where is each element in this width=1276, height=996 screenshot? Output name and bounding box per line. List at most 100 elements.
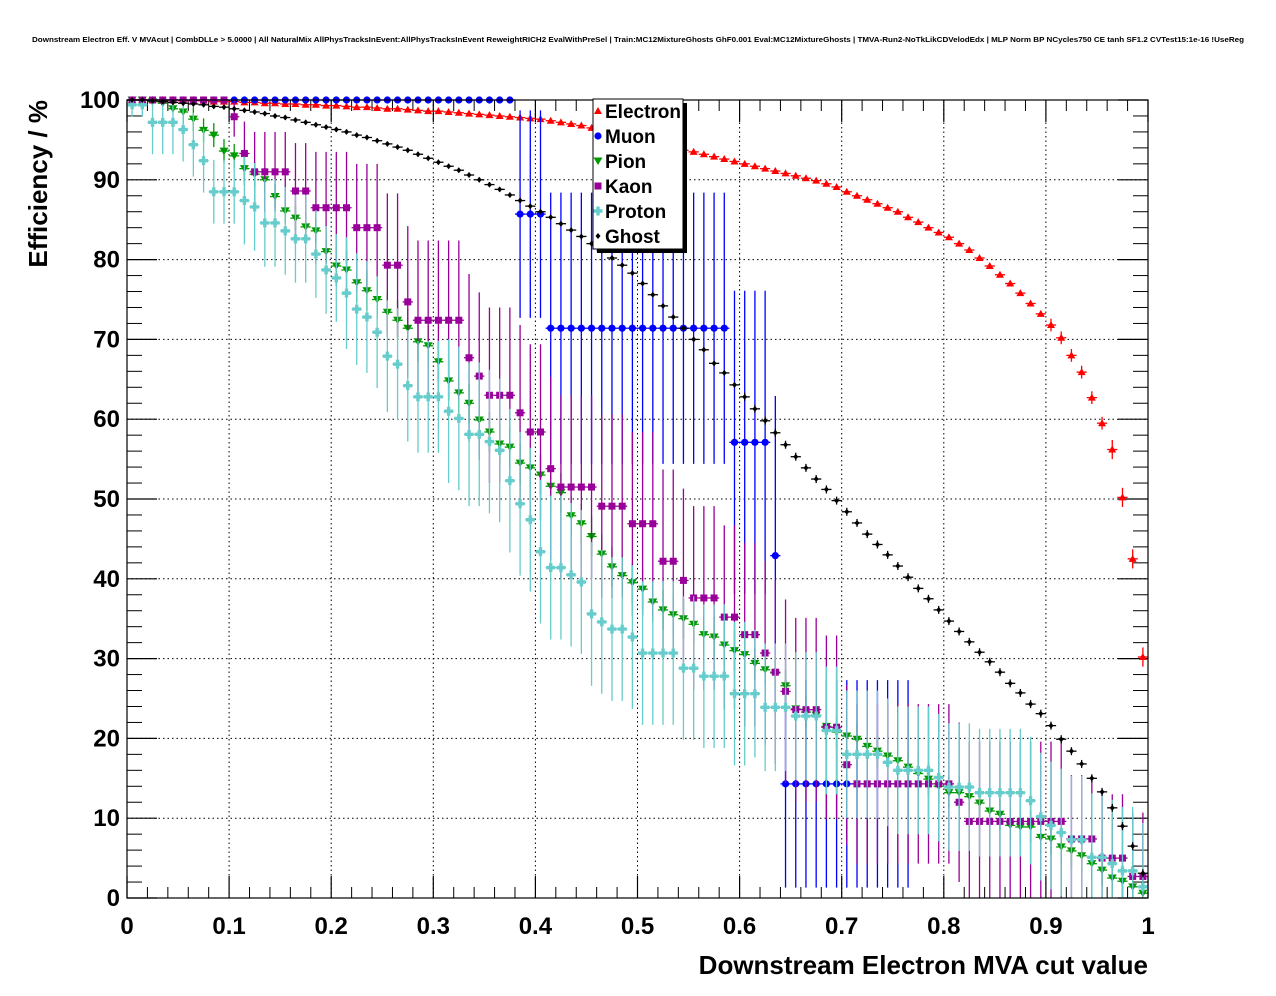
data-point-electron [965,246,974,254]
data-point-ghost [946,618,952,625]
data-point-proton [495,445,505,455]
data-point-muon [669,324,677,332]
data-point-ghost [783,441,789,448]
data-point-electron [761,164,770,172]
data-point-muon [547,324,555,332]
data-point-ghost [660,302,666,309]
data-point-proton [883,757,893,767]
data-point-kaon [659,557,667,565]
data-point-ghost [374,137,380,144]
data-point-proton [699,671,709,681]
data-point-proton [1015,788,1025,798]
legend-marker-electron [594,107,602,114]
x-tick-label: 0.9 [1029,913,1062,940]
data-point-proton [393,359,403,369]
data-point-ghost [303,119,309,126]
data-point-proton [433,392,443,402]
data-point-proton [821,725,831,735]
chart-title: Downstream Electron Eff. V MVAcut | Comb… [32,35,1244,44]
data-point-electron [505,112,514,120]
data-point-muon [781,780,790,788]
data-point-kaon [598,502,606,510]
data-point-ghost [1068,748,1074,755]
series-ghost [127,97,1148,878]
data-point-ghost [262,110,268,117]
legend-entry-ghost: Ghost [595,227,661,248]
data-point-ghost [823,486,829,493]
data-point-kaon [424,316,432,324]
data-point-electron [1138,653,1147,661]
data-point-muon [751,438,759,446]
data-point-muon [577,324,585,332]
data-point-ghost [772,429,778,436]
data-point-electron [567,119,576,127]
data-point-muon [608,324,616,332]
x-tick-label: 0.3 [417,913,450,940]
legend-entry-proton: Proton [593,202,666,223]
x-tick-label: 0 [120,913,133,940]
data-point-electron [1047,321,1056,329]
data-point-proton [975,788,985,798]
data-point-muon [649,324,657,332]
data-point-kaon [240,149,248,157]
data-point-proton [301,234,311,244]
data-point-proton [219,187,229,197]
data-point-kaon [669,557,677,565]
data-point-kaon [302,187,310,195]
y-tick-label: 80 [93,247,120,274]
data-point-electron [1118,493,1127,501]
data-point-kaon [332,204,340,212]
data-point-proton [311,249,321,259]
data-point-ghost [221,104,227,111]
data-point-electron [924,223,933,231]
data-point-ghost [905,574,911,581]
data-point-ghost [527,203,533,210]
data-point-proton [1097,852,1107,862]
data-point-proton [832,725,842,735]
data-point-proton [770,702,780,712]
data-series [127,96,1148,898]
data-point-muon [659,324,667,332]
data-point-pion [219,147,229,156]
y-tick-label: 50 [93,486,120,513]
data-point-ghost [762,417,768,424]
data-point-electron [1006,279,1015,287]
data-point-ghost [344,128,350,135]
data-point-proton [750,689,760,699]
data-point-proton [587,609,597,619]
data-point-proton [188,140,198,150]
data-point-proton [536,547,546,557]
data-point-ghost [446,163,452,170]
data-point-electron [342,102,351,110]
data-point-proton [199,156,209,166]
data-point-electron [393,104,402,112]
data-point-proton [1036,812,1046,822]
legend-marker-proton [593,206,603,216]
data-point-kaon [608,502,616,510]
y-tick-label: 40 [93,566,120,593]
data-point-electron [301,100,310,108]
data-point-ghost [629,270,635,277]
data-point-ghost [272,112,278,119]
data-point-kaon [567,483,575,491]
data-point-electron [403,105,412,113]
data-point-proton [852,749,862,759]
legend-label: Ghost [605,227,661,248]
data-point-kaon [526,428,534,436]
data-point-electron [413,106,422,114]
data-point-electron [495,111,504,119]
x-tick-label: 0.8 [927,913,960,940]
data-point-proton [678,663,688,673]
data-point-electron [914,218,923,226]
data-point-kaon [465,354,473,362]
data-point-electron [424,107,433,115]
x-tick-label: 0.7 [825,913,858,940]
legend-entry-pion: Pion [593,152,646,173]
data-point-electron [801,174,810,182]
data-point-electron [791,171,800,179]
data-point-electron [771,167,780,175]
data-point-muon [690,324,698,332]
legend-label: Pion [605,152,646,173]
data-point-ghost [731,381,737,388]
data-point-proton [995,788,1005,798]
